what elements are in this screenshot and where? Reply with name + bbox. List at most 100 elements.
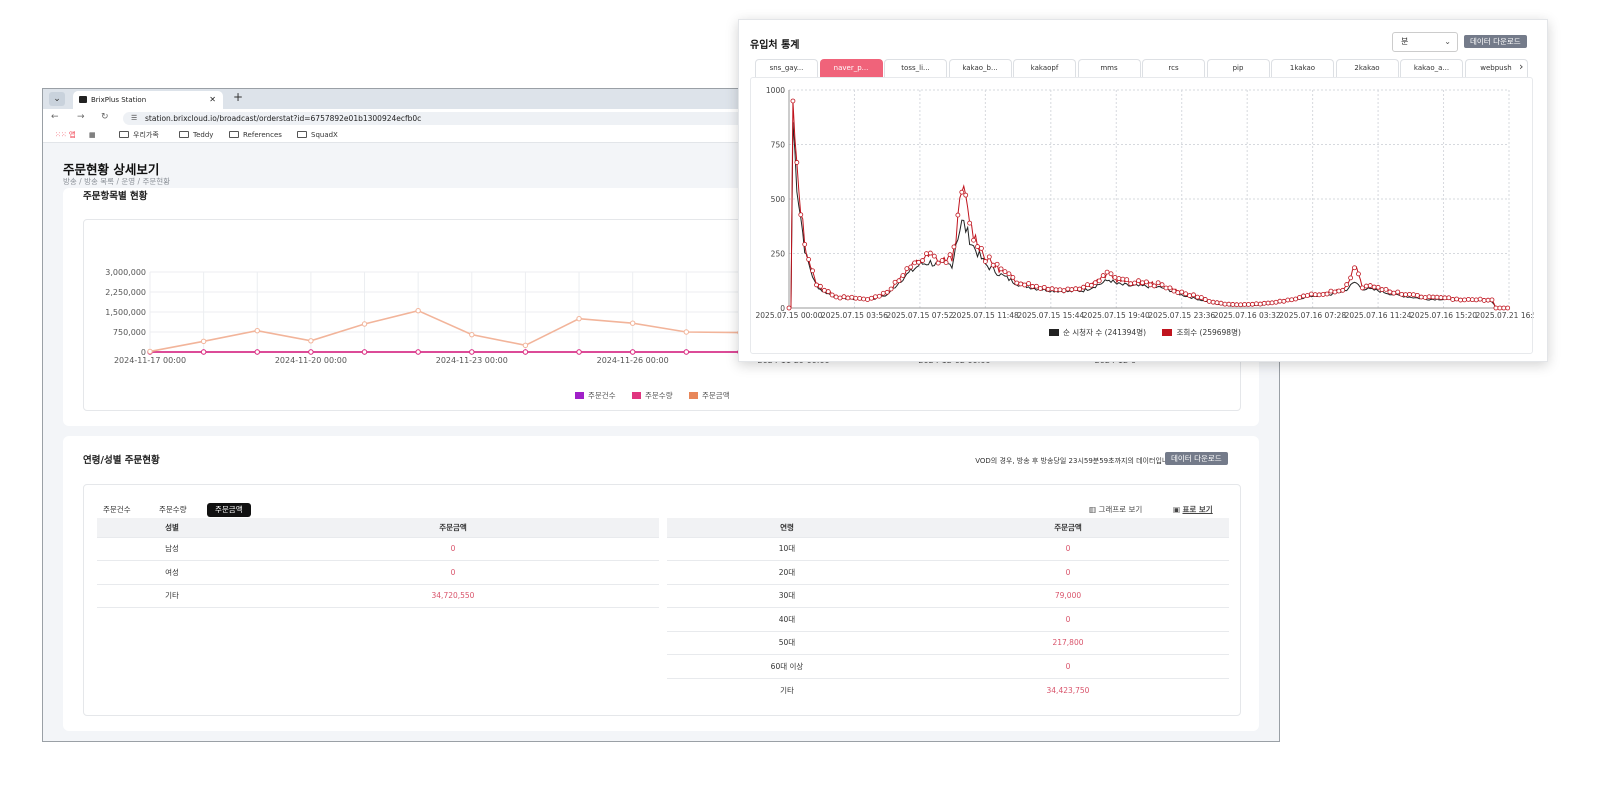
data-point xyxy=(1143,279,1149,285)
order-items-legend: 주문건수 주문수량 주문금액 xyxy=(575,390,744,401)
data-point xyxy=(900,273,906,278)
data-point xyxy=(1332,289,1338,295)
data-point xyxy=(1493,305,1499,311)
x-tick-label: 2025.07.15 15:44 xyxy=(1017,311,1084,320)
data-point xyxy=(1363,283,1369,289)
data-point xyxy=(1073,286,1079,292)
table-header-row: 연령 주문금액 xyxy=(667,518,1229,537)
data-point xyxy=(888,286,894,292)
data-point xyxy=(1250,301,1255,307)
bookmark-folder[interactable]: Teddy xyxy=(179,130,213,140)
data-point xyxy=(806,256,812,262)
data-point xyxy=(1136,278,1141,284)
tab-order-amount[interactable]: 주문금액 xyxy=(207,503,251,517)
data-point xyxy=(975,244,980,249)
data-point xyxy=(998,266,1004,272)
folder-icon xyxy=(297,131,307,138)
tab-search-button[interactable]: ⌄ xyxy=(49,92,65,106)
data-point xyxy=(1414,292,1420,298)
data-point xyxy=(1359,285,1365,291)
data-point xyxy=(1022,282,1028,288)
interval-select[interactable]: 분 ⌄ xyxy=(1392,32,1458,52)
table-view-toggle[interactable]: ▣ 표로 보기 xyxy=(1173,505,1213,514)
data-point xyxy=(629,349,636,355)
legend-item[interactable]: 주문건수 xyxy=(575,391,616,400)
source-tab[interactable]: pip xyxy=(1206,59,1270,77)
inflow-legend: 순 시청자 수 (241394명) 조회수 (259698명) xyxy=(1049,327,1255,338)
data-point xyxy=(308,349,314,355)
data-point xyxy=(1466,296,1471,302)
new-tab-button[interactable]: + xyxy=(233,90,244,104)
graph-view-toggle[interactable]: ▥ 그래프로 보기 xyxy=(1089,505,1143,514)
browser-tab[interactable]: BrixPlus Station ✕ xyxy=(73,91,223,109)
back-icon[interactable]: ← xyxy=(51,112,59,122)
source-tab[interactable]: mms xyxy=(1077,59,1141,77)
bookmark-folder[interactable]: SquadX xyxy=(297,130,338,140)
legend-item[interactable]: 주문수량 xyxy=(632,391,673,400)
series-line xyxy=(789,100,1508,309)
data-point xyxy=(1057,287,1063,293)
source-tab[interactable]: toss_li... xyxy=(884,59,947,77)
data-point xyxy=(1399,291,1405,297)
data-point xyxy=(1234,302,1240,308)
source-tab[interactable]: naver_p... xyxy=(819,59,883,77)
inflow-download-button[interactable]: 데이터 다운로드 xyxy=(1464,35,1527,48)
data-point xyxy=(1253,301,1259,307)
demographics-download-button[interactable]: 데이터 다운로드 xyxy=(1165,452,1228,465)
data-point xyxy=(1246,302,1251,307)
data-point xyxy=(1230,302,1236,307)
x-tick-label: 2025.07.16 15:20 xyxy=(1410,311,1477,320)
chevron-right-icon[interactable]: › xyxy=(1519,60,1524,73)
source-tab[interactable]: 2kakao xyxy=(1335,59,1399,77)
source-tab[interactable]: rcs xyxy=(1142,59,1205,77)
data-point xyxy=(1088,282,1094,288)
source-tab[interactable]: kakao_b... xyxy=(948,59,1012,77)
legend-item[interactable]: 주문금액 xyxy=(689,391,730,400)
tab-groups-icon[interactable]: ▦ xyxy=(89,131,96,139)
reload-icon[interactable]: ↻ xyxy=(101,112,109,122)
data-point xyxy=(873,294,878,300)
legend-item[interactable]: 순 시청자 수 (241394명) xyxy=(1049,328,1146,337)
source-tab[interactable]: webpush xyxy=(1464,59,1528,77)
data-point xyxy=(1497,305,1503,311)
page-title: 주문현황 상세보기 xyxy=(63,162,160,177)
browser-tab-title: BrixPlus Station xyxy=(91,96,147,104)
source-tab[interactable]: 1kakao xyxy=(1271,59,1334,77)
data-point xyxy=(1356,271,1361,277)
legend-item[interactable]: 조회수 (259698명) xyxy=(1162,328,1241,337)
y-tick-label: 1,500,000 xyxy=(105,308,146,317)
data-point xyxy=(1030,284,1035,289)
source-tab[interactable]: kakaopf xyxy=(1013,59,1076,77)
site-settings-icon[interactable]: ☰ xyxy=(131,114,138,122)
close-tab-icon[interactable]: ✕ xyxy=(209,95,216,104)
data-point xyxy=(1446,295,1452,301)
data-point xyxy=(1407,291,1412,297)
data-point xyxy=(1163,285,1169,291)
apps-icon[interactable]: ⁙⁙ 앱 xyxy=(55,131,76,139)
data-point xyxy=(861,296,867,302)
data-point xyxy=(1006,271,1012,277)
data-point xyxy=(849,294,855,300)
source-tab[interactable]: kakao_a... xyxy=(1400,59,1463,77)
data-point xyxy=(1269,300,1275,306)
bookmark-folder[interactable]: 우리가족 xyxy=(119,130,159,140)
vod-note: VOD의 경우, 방송 후 방송당일 23시59분59초까지의 데이터입니다. xyxy=(975,457,1177,465)
data-point xyxy=(1387,289,1393,295)
x-tick-label: 2025.07.15 11:48 xyxy=(952,311,1019,320)
data-point xyxy=(1183,291,1189,297)
table-row: 40대 0 xyxy=(667,607,1229,631)
x-tick-label: 2024-11-17 00:00 xyxy=(114,356,186,365)
data-point xyxy=(1505,305,1511,311)
data-point xyxy=(1454,296,1460,302)
data-point xyxy=(971,237,976,243)
tab-order-count[interactable]: 주문건수 xyxy=(95,503,139,517)
data-point xyxy=(982,259,988,264)
data-point xyxy=(1187,293,1192,298)
forward-icon[interactable]: → xyxy=(77,112,85,122)
data-point xyxy=(1218,300,1224,306)
bookmark-folder[interactable]: References xyxy=(229,130,282,140)
table-row: 30대 79,000 xyxy=(667,583,1229,608)
table-header: 주문금액 xyxy=(907,518,1229,537)
tab-order-quantity[interactable]: 주문수량 xyxy=(151,503,195,517)
source-tab[interactable]: sns_gay... xyxy=(755,59,818,77)
